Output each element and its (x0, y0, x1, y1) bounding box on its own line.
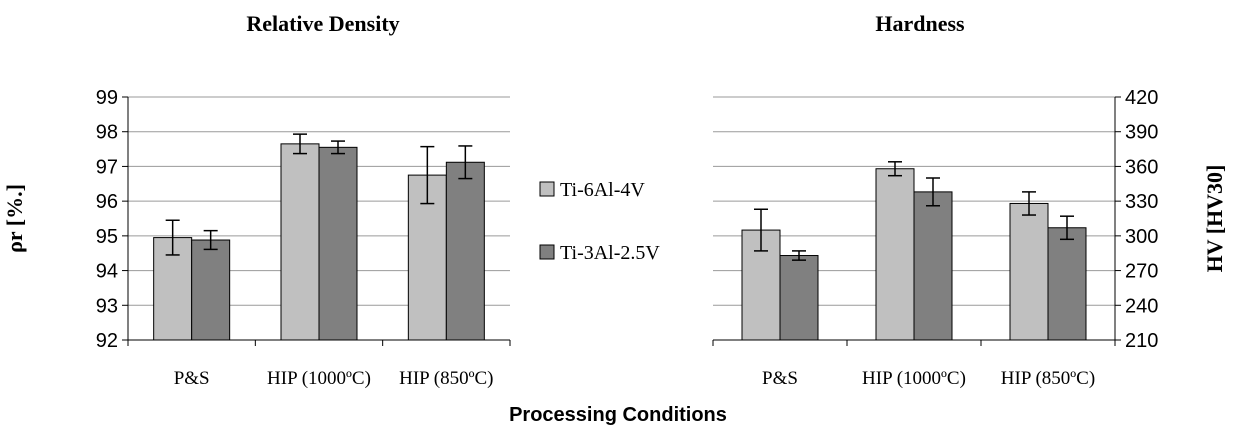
legend-swatch-ti-3al-2-5v (539, 244, 555, 260)
y-tick-label: 99 (96, 87, 118, 109)
y-tick-label: 92 (96, 330, 118, 352)
bar-ti-6al-4v (875, 168, 915, 341)
legend-label: Ti-6Al-4V (560, 179, 645, 201)
legend-swatch-ti-6al-4v (539, 181, 555, 197)
x-axis-label: Processing Conditions (509, 404, 727, 426)
bar-ti-3al-2-5v (445, 161, 485, 341)
chart-title: Relative Density (246, 11, 399, 36)
y-tick-label: 96 (96, 191, 118, 213)
y-tick-label: 95 (96, 226, 118, 248)
x-tick-label: HIP (850ºC) (399, 368, 493, 389)
y-tick-label: 390 (1125, 122, 1158, 144)
chart-title: Hardness (875, 11, 965, 36)
y-tick-label: 94 (96, 261, 118, 283)
y-tick-label: 240 (1125, 295, 1158, 317)
y-tick-label: 420 (1125, 87, 1158, 109)
bar-ti-3al-2-5v (1047, 227, 1087, 341)
y-tick-label: 360 (1125, 156, 1158, 178)
bar-ti-6al-4v (280, 143, 320, 341)
y-tick-label: 300 (1125, 226, 1158, 248)
x-tick-label: P&S (762, 368, 798, 389)
y-tick-label: 210 (1125, 330, 1158, 352)
y-tick-label: 98 (96, 122, 118, 144)
bar-ti-3al-2-5v (318, 146, 358, 341)
y-tick-label: 93 (96, 295, 118, 317)
x-tick-label: P&S (174, 368, 210, 389)
y-axis-label: ρr [%.] (2, 184, 27, 253)
x-tick-label: HIP (1000ºC) (862, 368, 966, 389)
bar-ti-3al-2-5v (191, 239, 231, 341)
bar-ti-6al-4v (1009, 202, 1049, 341)
bar-ti-3al-2-5v (779, 255, 819, 341)
x-tick-label: HIP (1000ºC) (267, 368, 371, 389)
y-axis-label: HV [HV30] (1202, 165, 1227, 273)
legend-label: Ti-3Al-2.5V (560, 242, 660, 264)
bar-ti-3al-2-5v (913, 191, 953, 341)
y-tick-label: 97 (96, 156, 118, 178)
x-tick-label: HIP (850ºC) (1001, 368, 1095, 389)
y-tick-label: 270 (1125, 261, 1158, 283)
y-tick-label: 330 (1125, 191, 1158, 213)
